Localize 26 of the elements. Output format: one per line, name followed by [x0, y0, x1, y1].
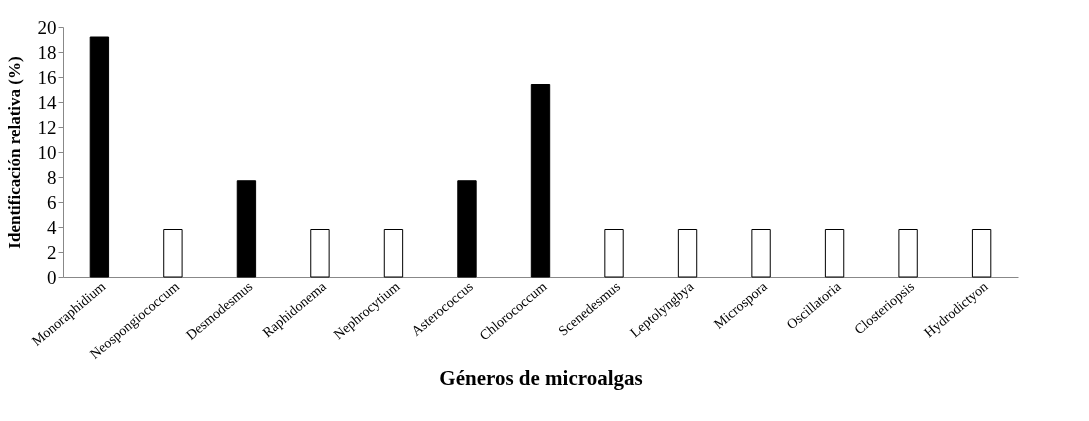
x-axis-title: Géneros de microalgas [439, 365, 643, 390]
y-tick-label: 20 [37, 16, 57, 38]
bar [677, 229, 698, 278]
y-tick-label: 8 [47, 166, 57, 188]
y-tick-label: 0 [47, 266, 57, 288]
y-tick-label: 14 [37, 91, 57, 113]
bar [310, 229, 330, 278]
y-tick-label: 2 [47, 241, 57, 263]
bar [604, 229, 624, 278]
bar [751, 229, 771, 278]
bar [383, 229, 404, 278]
bar [163, 229, 183, 278]
bar [971, 229, 992, 278]
bar [824, 229, 845, 278]
bar [530, 84, 551, 278]
y-axis-title: Identificación relativa (%) [4, 56, 24, 249]
y-tick-label: 16 [37, 66, 57, 88]
y-tick-label: 18 [37, 41, 57, 63]
bar [236, 180, 257, 278]
y-tick-label: 12 [37, 116, 57, 138]
y-tick-label: 6 [47, 191, 57, 213]
y-tick-label: 10 [37, 141, 57, 163]
bar [89, 36, 110, 278]
bar [898, 229, 918, 278]
bar [457, 180, 477, 278]
y-tick-label: 4 [47, 216, 57, 238]
